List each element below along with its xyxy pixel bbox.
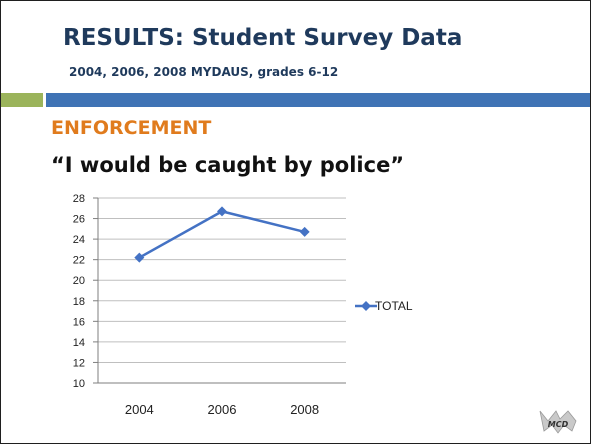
survey-question: “I would be caught by police” [51, 153, 405, 177]
data-point [217, 206, 227, 217]
legend-marker [361, 301, 371, 311]
data-point [299, 226, 310, 237]
y-tick-label: 10 [73, 378, 85, 390]
y-tick-label: 26 [73, 214, 85, 226]
logo-text: MCD [548, 420, 569, 429]
logo-mark [539, 410, 577, 434]
y-tick-label: 28 [73, 193, 85, 205]
x-tick-label: 2006 [208, 402, 237, 417]
accent-bar-green [1, 93, 43, 107]
legend-label: TOTAL [375, 299, 413, 313]
y-tick-label: 20 [73, 275, 85, 287]
y-tick-label: 24 [73, 234, 85, 246]
x-tick-label: 2004 [125, 402, 154, 417]
y-tick-label: 18 [73, 296, 85, 308]
y-tick-label: 12 [73, 357, 85, 369]
y-tick-label: 14 [73, 337, 85, 349]
section-heading: ENFORCEMENT [51, 117, 212, 139]
slide-subtitle: 2004, 2006, 2008 MYDAUS, grades 6-12 [69, 65, 339, 79]
y-tick-label: 16 [73, 316, 85, 328]
data-point [134, 252, 145, 263]
x-tick-label: 2008 [290, 402, 319, 417]
slide-title: RESULTS: Student Survey Data [63, 25, 463, 51]
accent-bar-blue [46, 93, 590, 107]
y-tick-label: 22 [73, 255, 85, 267]
mcd-logo: MCD [539, 410, 577, 434]
